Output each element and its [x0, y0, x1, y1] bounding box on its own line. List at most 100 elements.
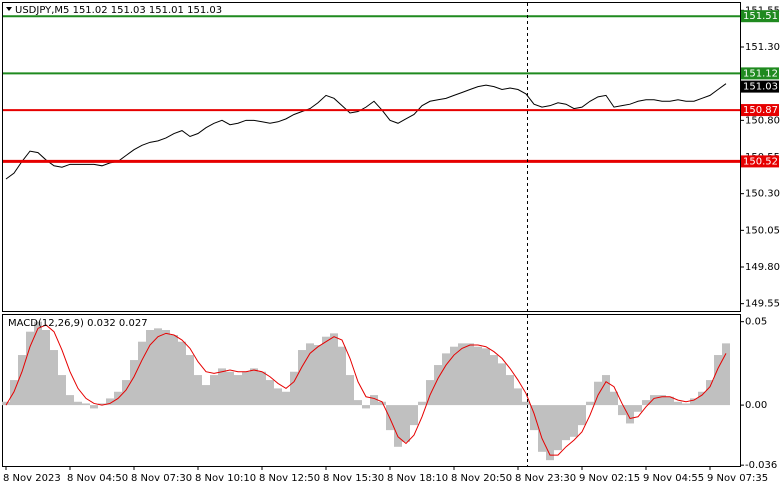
histogram-bar [594, 381, 602, 406]
histogram-bar [634, 405, 642, 412]
histogram-bar [250, 368, 258, 406]
level-label: 151.12 [743, 68, 778, 79]
x-tick-label: 8 Nov 12:50 [259, 473, 320, 484]
menu-arrow [6, 7, 12, 11]
histogram-bar [554, 405, 562, 451]
histogram-bar [690, 398, 698, 406]
histogram-bar [618, 405, 626, 416]
histogram-bar [450, 346, 458, 406]
histogram-bar [658, 395, 666, 406]
histogram-bar [650, 395, 658, 406]
histogram-bar [490, 355, 498, 406]
level-label-box [741, 104, 779, 117]
x-tick-label: 8 Nov 20:50 [451, 473, 512, 484]
histogram-bar [714, 355, 722, 406]
histogram-bar [242, 371, 250, 406]
histogram-bar [546, 405, 554, 461]
histogram-bar [482, 348, 490, 406]
histogram-bar [178, 341, 186, 406]
histogram-bar [474, 346, 482, 406]
histogram-bar [106, 398, 114, 406]
histogram-bar [258, 371, 266, 406]
histogram-bar [194, 375, 202, 406]
histogram-bar [26, 331, 34, 406]
histogram-bar [202, 385, 210, 406]
histogram-bar [306, 343, 314, 406]
histogram-bar [418, 401, 426, 406]
y-tick-label: 150.30 [745, 189, 780, 200]
histogram-bar [426, 380, 434, 406]
price-panel [2, 2, 741, 312]
histogram-bar [514, 388, 522, 406]
histogram-bar [354, 400, 362, 406]
histogram-bar [410, 405, 418, 426]
histogram-bar [322, 336, 330, 406]
histogram-bar [34, 321, 42, 406]
y-tick-label: 0.00 [745, 400, 767, 411]
histogram-bar [610, 391, 618, 406]
histogram-bar [370, 395, 378, 406]
x-tick-label: 8 Nov 07:30 [131, 473, 192, 484]
histogram-bar [50, 350, 58, 406]
histogram-bar [210, 375, 218, 406]
histogram-bar [530, 405, 538, 431]
histogram-bar [330, 333, 338, 406]
y-tick-label: 150.05 [745, 225, 780, 236]
x-tick-label: 9 Nov 04:55 [643, 473, 704, 484]
histogram-bar [442, 353, 450, 406]
macd-panel [2, 314, 741, 467]
histogram-bar [346, 375, 354, 406]
histogram-bar [82, 403, 90, 406]
histogram-bar [498, 363, 506, 406]
histogram-bar [234, 375, 242, 406]
y-tick-label: 0.05 [745, 317, 767, 328]
last-price-box [741, 80, 779, 93]
level-label: 150.52 [743, 156, 778, 167]
level-label: 151.51 [743, 11, 778, 22]
histogram-bar [146, 330, 154, 406]
histogram-bar [586, 401, 594, 406]
histogram-bar [506, 375, 514, 406]
histogram-bar [290, 371, 298, 406]
last-price-label: 151.03 [743, 82, 778, 93]
x-tick-label: 8 Nov 2023 [3, 473, 61, 484]
histogram-bar [162, 330, 170, 406]
histogram-bar [266, 380, 274, 406]
histogram-bar [402, 405, 410, 442]
histogram-bar [578, 405, 586, 426]
histogram-bar [314, 345, 322, 406]
chart-title: USDJPY,M5 151.02 151.03 151.01 151.03 [15, 5, 222, 16]
y-tick-label: 149.55 [745, 299, 780, 310]
histogram-bar [226, 371, 234, 406]
macd-title: MACD(12,26,9) 0.032 0.027 [8, 318, 148, 329]
histogram-bar [218, 368, 226, 406]
histogram-bar [90, 405, 98, 409]
histogram-bar [298, 350, 306, 406]
x-tick-label: 9 Nov 07:35 [707, 473, 768, 484]
histogram-bar [522, 401, 530, 406]
histogram-bar [154, 328, 162, 406]
histogram-bar [378, 401, 386, 406]
y-tick-label: -0.036 [745, 460, 777, 471]
histogram-bar [466, 343, 474, 406]
x-tick-label: 8 Nov 18:10 [387, 473, 448, 484]
histogram-bar [394, 405, 402, 447]
histogram-bar [74, 401, 82, 406]
histogram-bar [138, 341, 146, 406]
plot-layer: 151.55151.30150.80150.55150.30150.05149.… [2, 5, 780, 484]
histogram-bar [282, 391, 290, 406]
histogram-bar [338, 346, 346, 406]
histogram-bar [722, 343, 730, 406]
x-tick-label: 8 Nov 04:50 [67, 473, 128, 484]
histogram-bar [434, 365, 442, 406]
y-tick-label: 151.30 [745, 42, 780, 53]
y-tick-label: 149.80 [745, 262, 780, 273]
histogram-bar [698, 391, 706, 406]
histogram-bar [538, 405, 546, 452]
histogram-bar [186, 355, 194, 406]
x-tick-label: 8 Nov 15:30 [323, 473, 384, 484]
level-label-box [741, 10, 779, 23]
price-line [5, 83, 727, 180]
signal-line [5, 324, 727, 456]
